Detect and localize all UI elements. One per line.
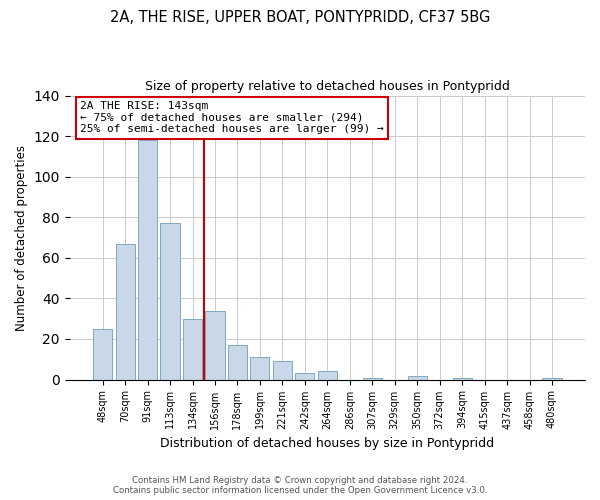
Bar xyxy=(228,345,247,380)
X-axis label: Distribution of detached houses by size in Pontypridd: Distribution of detached houses by size … xyxy=(160,437,494,450)
Text: 2A THE RISE: 143sqm
← 75% of detached houses are smaller (294)
25% of semi-detac: 2A THE RISE: 143sqm ← 75% of detached ho… xyxy=(80,101,384,134)
Bar xyxy=(295,374,314,380)
Bar xyxy=(273,362,292,380)
Bar xyxy=(205,310,224,380)
Bar xyxy=(93,329,112,380)
Bar xyxy=(542,378,562,380)
Text: Contains HM Land Registry data © Crown copyright and database right 2024.
Contai: Contains HM Land Registry data © Crown c… xyxy=(113,476,487,495)
Bar xyxy=(363,378,382,380)
Bar xyxy=(452,378,472,380)
Title: Size of property relative to detached houses in Pontypridd: Size of property relative to detached ho… xyxy=(145,80,510,93)
Bar xyxy=(250,358,269,380)
Bar xyxy=(183,318,202,380)
Y-axis label: Number of detached properties: Number of detached properties xyxy=(15,144,28,330)
Bar xyxy=(160,224,179,380)
Bar xyxy=(407,376,427,380)
Bar xyxy=(138,140,157,380)
Text: 2A, THE RISE, UPPER BOAT, PONTYPRIDD, CF37 5BG: 2A, THE RISE, UPPER BOAT, PONTYPRIDD, CF… xyxy=(110,10,490,25)
Bar xyxy=(318,372,337,380)
Bar xyxy=(116,244,134,380)
